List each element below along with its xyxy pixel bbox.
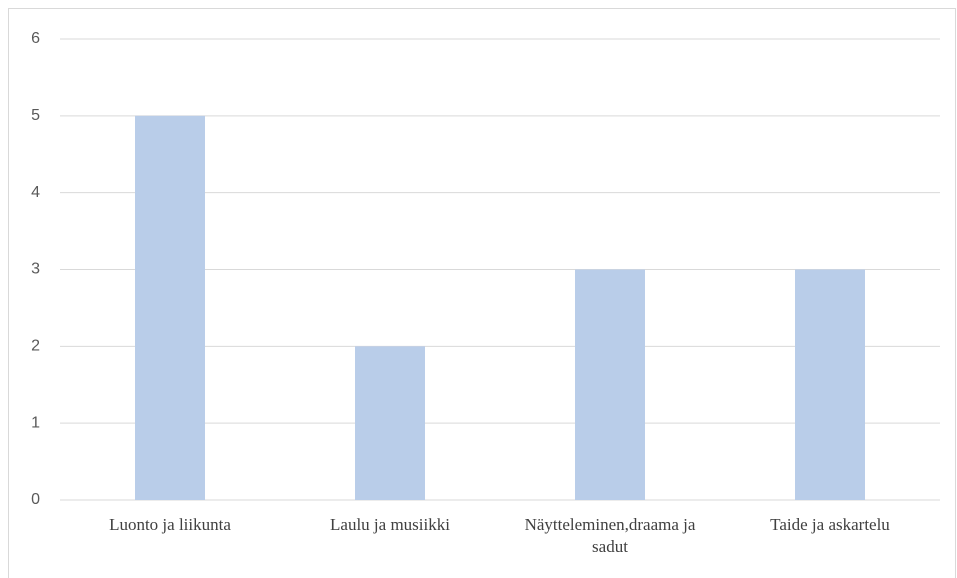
- bar: [795, 269, 865, 500]
- x-tick-label: Taide ja askartelu: [770, 515, 890, 534]
- y-tick-label: 0: [31, 491, 40, 508]
- x-tick-label: Laulu ja musiikki: [330, 515, 450, 534]
- bar: [575, 269, 645, 500]
- bar: [355, 346, 425, 500]
- y-tick-label: 2: [31, 338, 40, 355]
- chart-border: [8, 8, 956, 578]
- x-tick-label: Näytteleminen,draama ja sadut: [524, 515, 696, 556]
- y-tick-label: 6: [31, 30, 40, 47]
- y-tick-label: 1: [31, 414, 40, 431]
- y-tick-label: 4: [31, 184, 40, 201]
- y-tick-label: 5: [31, 107, 40, 124]
- x-tick-label: Luonto ja liikunta: [109, 515, 231, 534]
- bar: [135, 115, 205, 500]
- y-tick-label: 3: [31, 261, 40, 278]
